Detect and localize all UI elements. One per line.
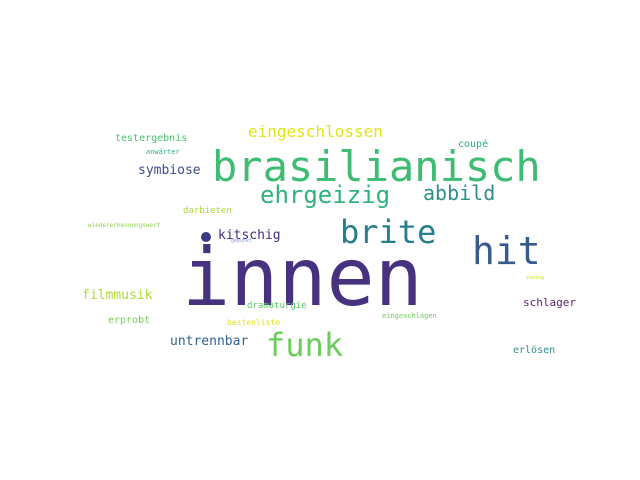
word-symbiose: symbiose: [138, 163, 201, 178]
word-ehrgeizig: ehrgeizig: [260, 181, 391, 209]
word-wiedererkennungswert: wiedererkennungswert: [88, 222, 161, 229]
word-brasilianisch: brasilianisch: [212, 142, 541, 191]
word-hit: hit: [472, 229, 541, 273]
word-funk: funk: [266, 326, 344, 364]
bullet-dot: [201, 232, 211, 242]
word-brite: brite: [340, 213, 437, 251]
word-darbieten: darbieten: [183, 206, 232, 216]
word-untrennbar: untrennbar: [170, 334, 249, 349]
word-zoning: zoning: [526, 275, 545, 281]
word-erprobt: erprobt: [108, 315, 151, 326]
word-erlosen: erlösen: [513, 345, 556, 356]
word-coupe: coupé: [458, 139, 489, 150]
word-eingeschlossen: eingeschlossen: [248, 122, 383, 141]
word-innen: innen: [182, 231, 423, 324]
word-dramaturgie: dramaturgie: [247, 301, 307, 311]
word-kitschig: kitschig: [218, 228, 281, 243]
word-bestenliste: bestenliste: [227, 318, 280, 327]
word-testergebnis: testergebnis: [115, 133, 188, 144]
word-anwarter: anwärter: [146, 148, 180, 156]
word-schlager: schlager: [523, 296, 576, 309]
word-gepunkt: gepunkt: [231, 238, 253, 244]
word-eingeschlagen: eingeschlagen: [382, 312, 437, 320]
word-abbild: abbild: [423, 181, 496, 205]
word-filmmusik: filmmusik: [82, 288, 153, 303]
